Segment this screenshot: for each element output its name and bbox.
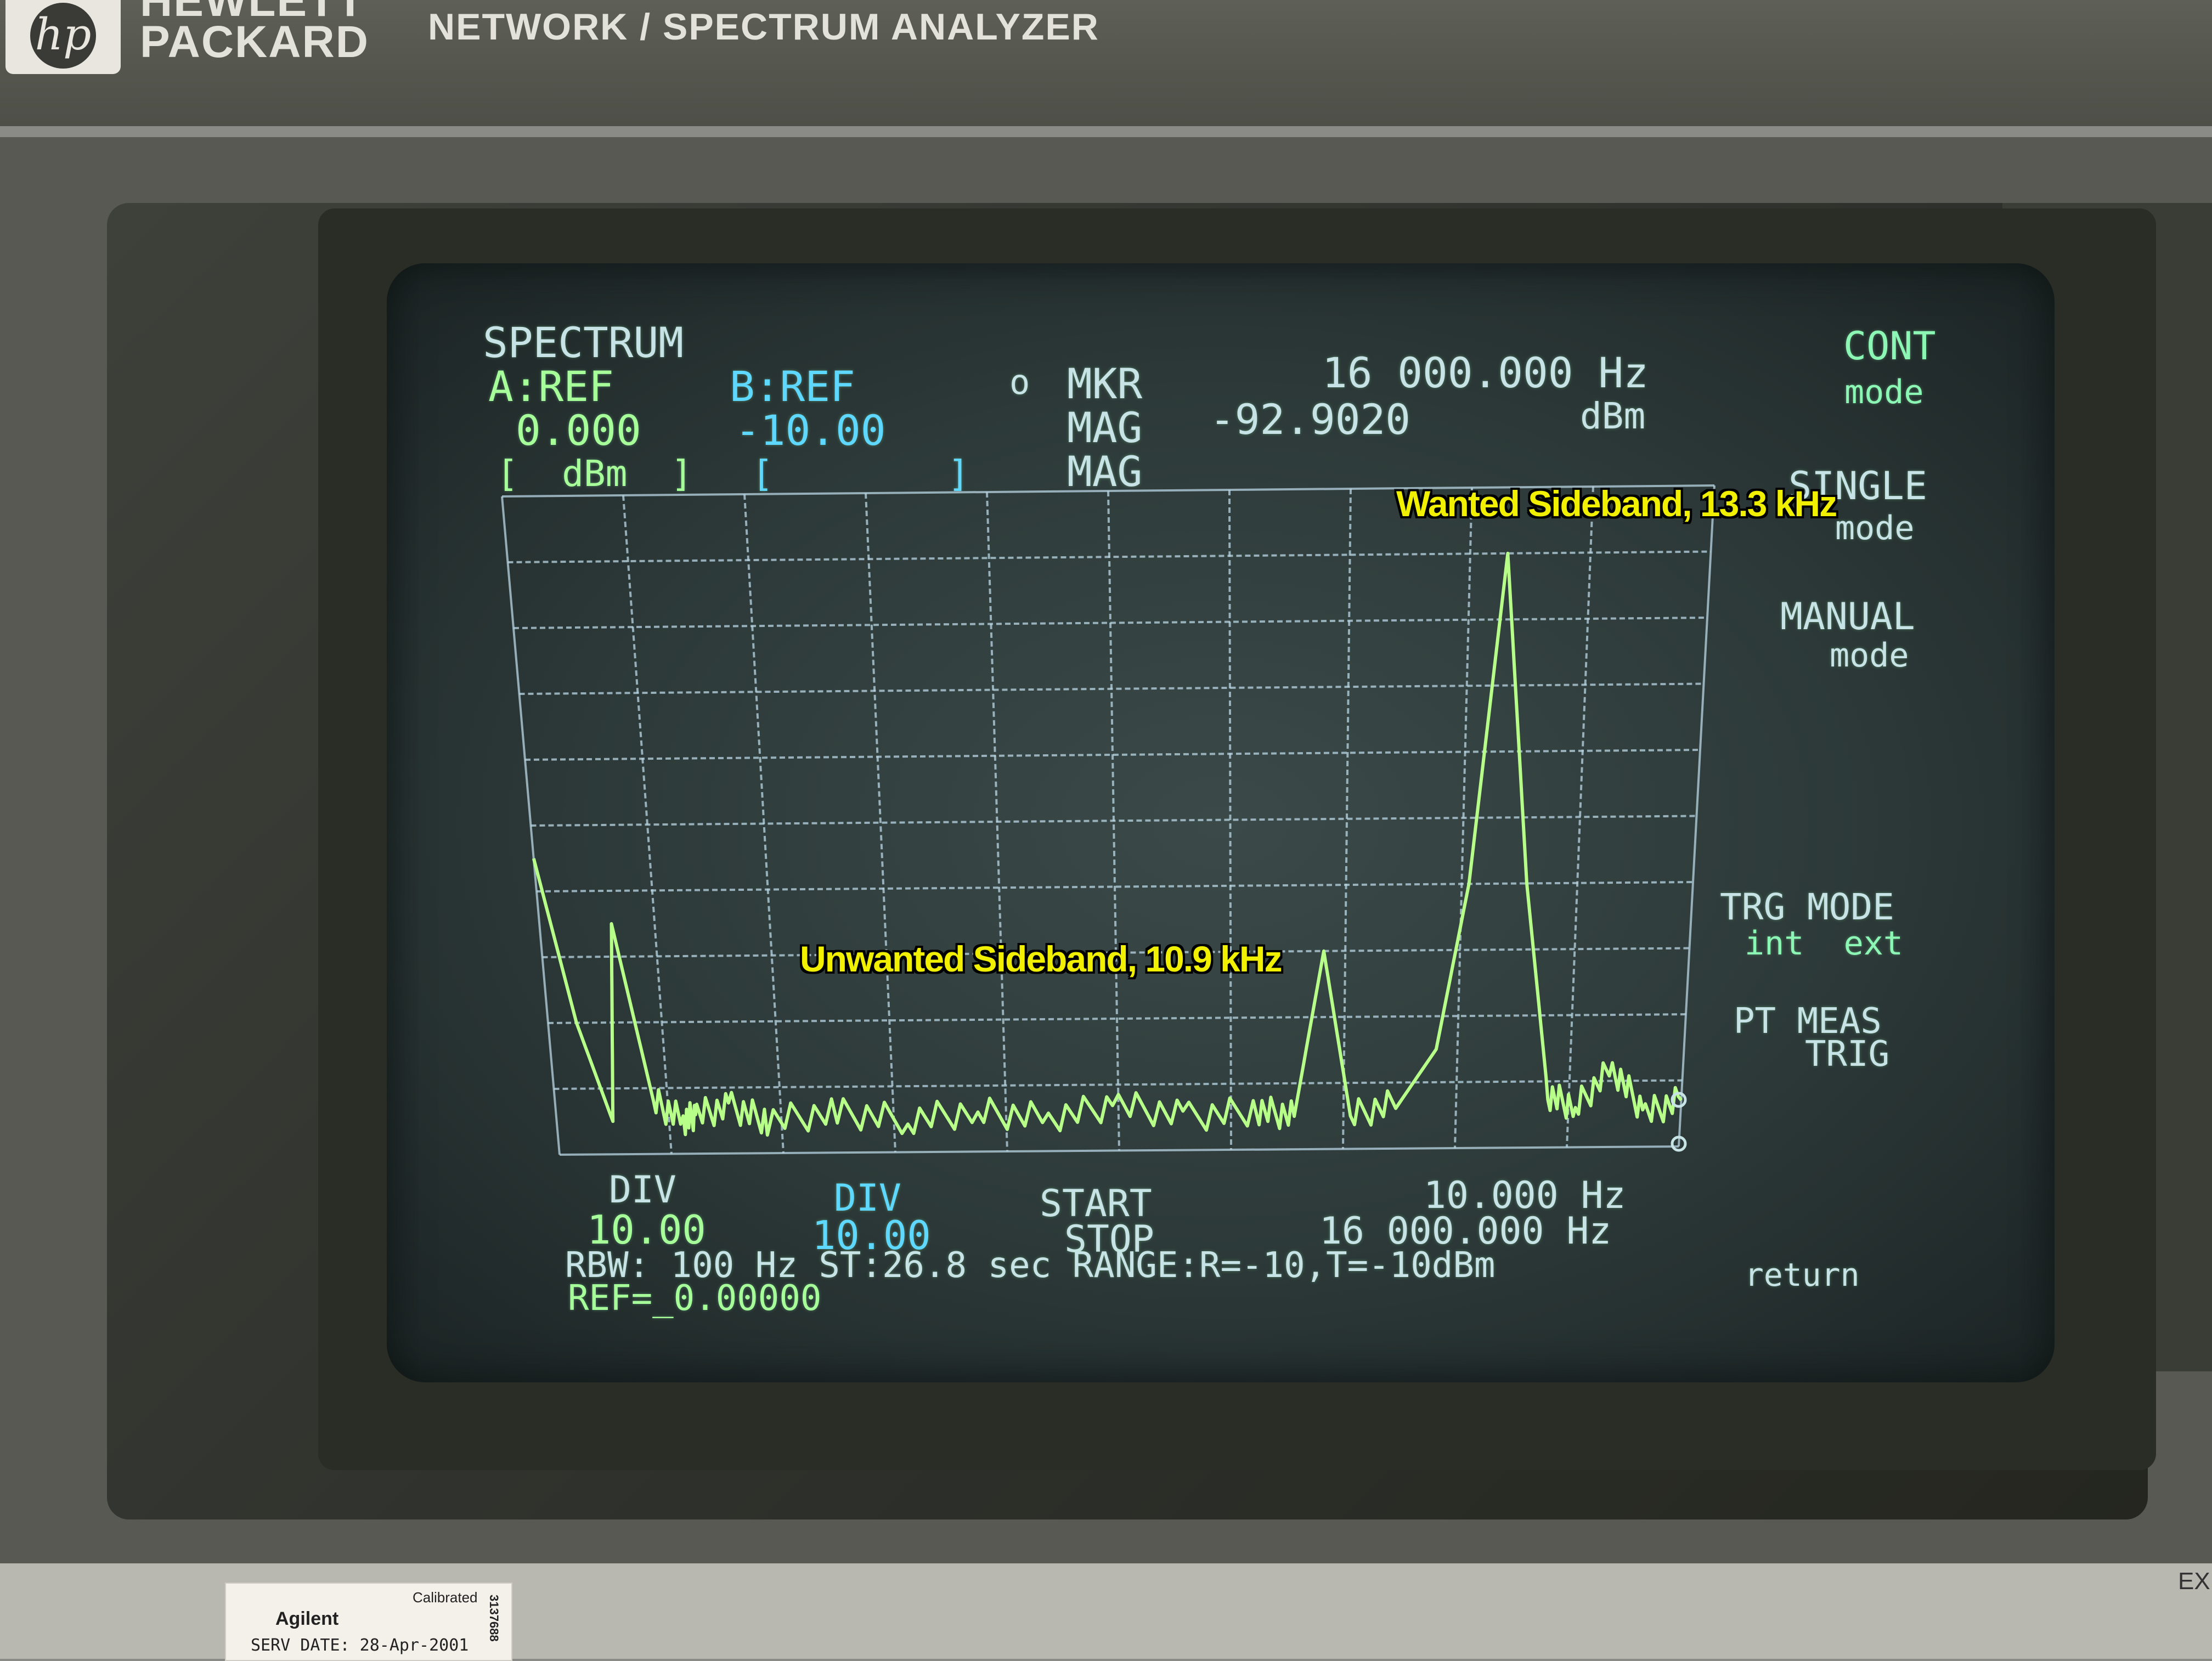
- grid-horizontal-line: [559, 1145, 1679, 1156]
- grid-horizontal-line: [531, 815, 1697, 827]
- div-b-value: 10.00: [812, 1212, 931, 1258]
- trace-a-value: 0.000: [516, 406, 641, 455]
- trace-b-value: -10.00: [735, 406, 886, 455]
- div-a-value: 10.00: [587, 1207, 706, 1253]
- grid-vertical-line: [865, 493, 896, 1152]
- trace-a-label: A:REF: [488, 362, 614, 411]
- sticker-serial: 3137688: [487, 1595, 501, 1642]
- grid-horizontal-line: [501, 484, 1715, 498]
- bottom-label: EX: [2178, 1568, 2210, 1595]
- softkey-return-label: return: [1745, 1256, 1860, 1293]
- softkey-pt-meas-label: PT MEAS: [1734, 1001, 1882, 1042]
- marker-a-icon: [1671, 1092, 1687, 1108]
- logo-text: hp: [35, 9, 92, 60]
- status-line: RBW: 100 Hz ST:26.8 sec RANGE:R=-10,T=-1…: [565, 1245, 1496, 1286]
- grid-vertical-line: [1454, 487, 1473, 1149]
- grid-horizontal-line: [519, 682, 1704, 695]
- start-label: START: [1040, 1182, 1152, 1225]
- div-a-label: DIV: [609, 1168, 676, 1212]
- model-description: NETWORK / SPECTRUM ANALYZER: [428, 6, 1099, 48]
- softkey-pt-meas-sub: TRIG: [1805, 1034, 1890, 1075]
- grid-horizontal-line: [507, 550, 1711, 563]
- marker-label: MKR: [1067, 359, 1143, 408]
- marker-mag-label: MAG: [1067, 403, 1143, 452]
- calibration-sticker: Agilent Calibrated SERV DATE: 28-Apr-200…: [225, 1583, 512, 1661]
- hp-logo-icon: hp: [30, 3, 96, 69]
- softkey-cont-sub: mode: [1844, 373, 1924, 411]
- softkey-manual-sub: mode: [1830, 636, 1909, 675]
- grid-horizontal-line: [548, 1013, 1686, 1024]
- grid-vertical-line: [1342, 488, 1352, 1149]
- softkey-manual-label: MANUAL: [1780, 595, 1915, 639]
- marker-b-icon: [1671, 1135, 1687, 1152]
- stop-value: 16 000.000 Hz: [1319, 1210, 1612, 1253]
- unwanted-sideband-annotation: Unwanted Sideband, 10.9 kHz: [800, 939, 1283, 979]
- wanted-sideband-annotation: Wanted Sideband, 13.3 kHz: [1396, 483, 1837, 524]
- sticker-calibrated: Calibrated: [413, 1589, 478, 1606]
- marker-mag2-label: MAG: [1067, 447, 1143, 496]
- ref-entry-line[interactable]: REF=_0.00000: [568, 1278, 822, 1319]
- spectrum-trace: [532, 551, 1683, 1137]
- grid-horizontal-line: [542, 947, 1690, 958]
- softkey-trg-mode-sub: int ext: [1745, 924, 1903, 963]
- start-value: 10.000 Hz: [1424, 1174, 1626, 1217]
- grid-vertical-line: [1566, 486, 1594, 1148]
- graticule: [501, 484, 1716, 1156]
- sticker-brand: Agilent: [275, 1608, 339, 1629]
- stop-label: STOP: [1064, 1218, 1154, 1261]
- grid-horizontal-line: [554, 1079, 1683, 1090]
- trace-b-unit: [ ]: [752, 453, 970, 495]
- brand-line-hewlett: HEWLETT: [140, 0, 365, 26]
- crt-screen: [387, 263, 2055, 1382]
- grid-horizontal-line: [524, 749, 1701, 761]
- sticker-date: SERV DATE: 28-Apr-2001: [251, 1636, 469, 1655]
- marker-frequency: 16 000.000 Hz: [1322, 348, 1649, 397]
- trace-b-label: B:REF: [730, 362, 855, 411]
- grid-horizontal-line: [513, 617, 1708, 629]
- softkey-single-label: SINGLE: [1788, 464, 1927, 509]
- marker-mag-unit: dBm: [1580, 395, 1646, 437]
- div-b-label: DIV: [834, 1177, 901, 1220]
- hp-logo-badge: hp: [5, 0, 121, 74]
- marker-mag-value: -92.9020: [1210, 395, 1411, 444]
- instrument-top-panel: [0, 0, 2212, 126]
- grid-vertical-line: [1678, 485, 1716, 1147]
- softkey-single-sub: mode: [1835, 509, 1915, 547]
- brand-line-packard: PACKARD: [140, 17, 369, 67]
- trace-a-unit: [ dBm ]: [496, 453, 693, 495]
- marker-symbol-icon: o: [1009, 362, 1030, 402]
- softkey-trg-mode-label: TRG MODE: [1720, 886, 1894, 928]
- grid-vertical-line: [1228, 489, 1232, 1150]
- softkey-cont-label: CONT: [1843, 324, 1936, 369]
- mode-title: SPECTRUM: [483, 318, 684, 367]
